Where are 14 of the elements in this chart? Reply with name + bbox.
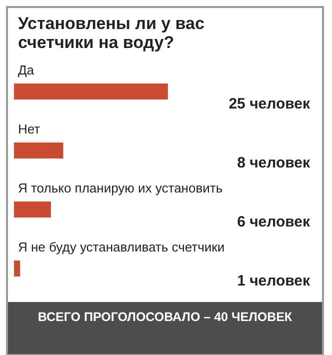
y-tick-label: Нет <box>18 122 40 136</box>
data-label: 8 человек <box>237 154 310 172</box>
data-label: 25 человек <box>228 96 310 112</box>
y-tick-label: Я не буду устанавливать счетчики <box>18 240 225 254</box>
y-tick-label: Я только планирую их установить <box>18 180 223 196</box>
y-tick-label: Да <box>18 62 35 78</box>
chart-title: Установлены ли у вас счетчики на воду? <box>17 13 206 54</box>
text: ВСЕГО ПРОГОЛОСОВАЛО – 40 ЧЕЛОВЕК <box>8 302 322 354</box>
bar <box>14 84 168 100</box>
bar <box>14 260 20 276</box>
data-label: 1 человек <box>237 272 310 290</box>
data-label: 6 человек <box>237 214 310 230</box>
bar <box>14 142 64 158</box>
bar <box>14 202 51 218</box>
